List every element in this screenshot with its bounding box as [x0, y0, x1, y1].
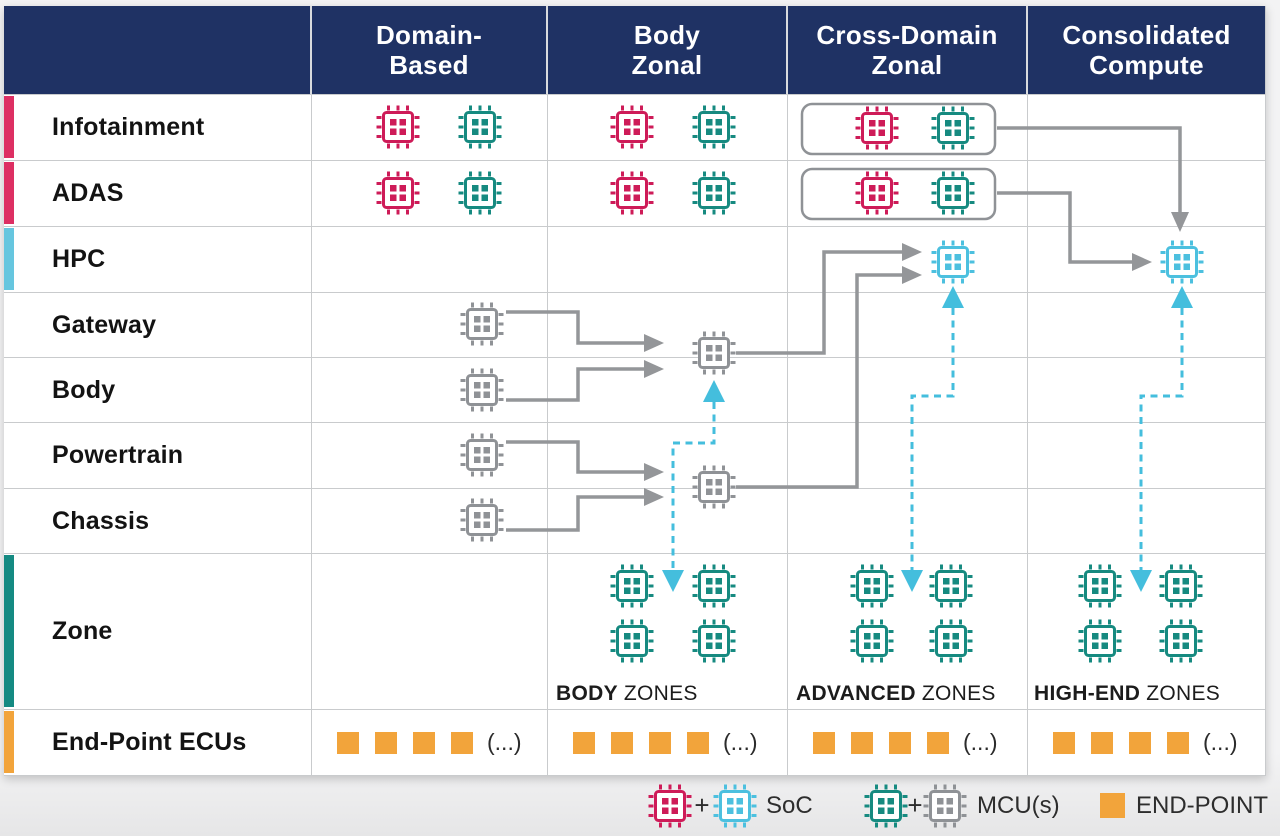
- endpoint-square-icon: [649, 731, 671, 754]
- grid-cell: [548, 423, 788, 489]
- grid-cell: [548, 227, 788, 293]
- grid-cell: [1028, 293, 1266, 358]
- legend-endpoint-label: END-POINT: [1136, 792, 1268, 819]
- row-color-bar: [4, 96, 14, 158]
- grid-cell: [548, 161, 788, 227]
- grid-cell: [788, 161, 1028, 227]
- row-label-body: Body: [4, 358, 312, 423]
- mcu-chip-icon: [923, 784, 967, 828]
- grid-cell: [548, 95, 788, 161]
- corner-header-cell: [4, 6, 312, 95]
- endpoint-square-icon: [889, 731, 911, 754]
- column-header-consolidated-compute: Consolidated Compute: [1028, 6, 1266, 95]
- endpoint-ecus-body-zonal: (...): [573, 731, 758, 754]
- column-header-line: Based: [389, 50, 469, 80]
- endpoint-square-icon: [413, 731, 435, 754]
- mcu-chip-icon: [864, 784, 908, 828]
- row-label-adas: ADAS: [4, 161, 312, 227]
- grid-cell: [548, 489, 788, 554]
- grid-cell: [788, 489, 1028, 554]
- grid-cell: [312, 227, 548, 293]
- endpoint-ecus-consolidated: (...): [1053, 731, 1238, 754]
- column-header-line: Consolidated: [1062, 20, 1231, 50]
- more-ecus-text: (...): [723, 729, 758, 755]
- zone-type-label-body-zones: BODY ZONES: [556, 682, 698, 705]
- row-label-powertrain: Powertrain: [4, 423, 312, 489]
- endpoint-square-icon: [851, 731, 873, 754]
- legend-soc-label: SoC: [766, 792, 813, 819]
- column-header-cross-domain-zonal: Cross-Domain Zonal: [788, 6, 1028, 95]
- plus-sign: +: [907, 790, 923, 820]
- grid-cell: [312, 293, 548, 358]
- grid-cell: [1028, 489, 1266, 554]
- zone-type-label-advanced-zones: ADVANCED ZONES: [796, 682, 996, 705]
- column-header-line: Zonal: [631, 50, 703, 80]
- row-color-bar: [4, 711, 14, 773]
- zone-type-label-high-end-zones: HIGH-END ZONES: [1034, 682, 1221, 705]
- grid-cell: [788, 293, 1028, 358]
- grid-cell: [312, 423, 548, 489]
- grid-cell: [1028, 358, 1266, 423]
- grid-cell: [1028, 227, 1266, 293]
- endpoint-square-icon: [687, 731, 709, 754]
- more-ecus-text: (...): [963, 729, 998, 755]
- grid-cell: [312, 489, 548, 554]
- grid-cell: [788, 95, 1028, 161]
- row-label-zone: Zone: [4, 554, 312, 710]
- endpoint-square-icon: [1053, 731, 1075, 754]
- soc-chip-icon: [648, 784, 692, 828]
- more-ecus-text: (...): [1203, 729, 1238, 755]
- endpoint-square-icon: [1100, 793, 1125, 818]
- endpoint-ecus-domain-based: (...): [337, 731, 522, 754]
- endpoint-square-icon: [813, 731, 835, 754]
- column-header-line: Domain-: [375, 20, 483, 50]
- column-header-line: Cross-Domain: [816, 20, 998, 50]
- row-label-end-point-ecus: End-Point ECUs: [4, 710, 312, 776]
- endpoint-square-icon: [1167, 731, 1189, 754]
- grid-cell: [312, 161, 548, 227]
- column-header-line: Zonal: [871, 50, 943, 80]
- column-header-domain-based: Domain- Based: [312, 6, 548, 95]
- row-label-gateway: Gateway: [4, 293, 312, 358]
- legend-mcu-label: MCU(s): [977, 792, 1060, 819]
- grid-cell: [788, 423, 1028, 489]
- grid-cell: [312, 95, 548, 161]
- endpoint-square-icon: [337, 731, 359, 754]
- grid-cell: [548, 293, 788, 358]
- column-header-body-zonal: Body Zonal: [548, 6, 788, 95]
- row-color-bar: [4, 162, 14, 224]
- endpoint-square-icon: [375, 731, 397, 754]
- grid-cell: [1028, 423, 1266, 489]
- row-label-chassis: Chassis: [4, 489, 312, 554]
- endpoint-square-icon: [1091, 731, 1113, 754]
- endpoint-square-icon: [451, 731, 473, 754]
- row-label-hpc: HPC: [4, 227, 312, 293]
- grid-cell: [548, 358, 788, 423]
- row-label-infotainment: Infotainment: [4, 95, 312, 161]
- soc-chip-icon: [713, 784, 757, 828]
- endpoint-ecus-cross-domain: (...): [813, 731, 998, 754]
- grid-cell: [788, 358, 1028, 423]
- architecture-table: Domain- Based Body Zonal Cross-Domain Zo…: [4, 6, 1266, 776]
- column-header-line: Body: [633, 20, 701, 50]
- grid-cell: [312, 554, 548, 710]
- grid-cell: [312, 358, 548, 423]
- column-header-line: Compute: [1089, 50, 1204, 80]
- grid-cell: [1028, 161, 1266, 227]
- more-ecus-text: (...): [487, 729, 522, 755]
- grid-cell: [788, 227, 1028, 293]
- endpoint-square-icon: [573, 731, 595, 754]
- plus-sign: +: [694, 790, 710, 820]
- grid-cell: [1028, 95, 1266, 161]
- endpoint-square-icon: [927, 731, 949, 754]
- row-color-bar: [4, 228, 14, 290]
- endpoint-square-icon: [611, 731, 633, 754]
- row-color-bar: [4, 555, 14, 707]
- endpoint-square-icon: [1129, 731, 1151, 754]
